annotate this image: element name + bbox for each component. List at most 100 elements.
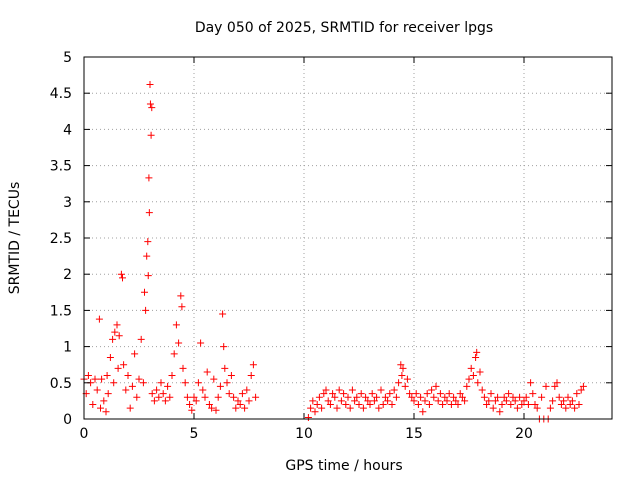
data-point bbox=[381, 393, 389, 401]
data-point bbox=[417, 393, 425, 401]
data-point bbox=[236, 401, 244, 409]
data-point bbox=[166, 393, 174, 401]
data-point bbox=[366, 401, 374, 409]
data-point bbox=[161, 397, 169, 405]
data-point bbox=[102, 408, 110, 416]
data-point bbox=[159, 390, 167, 398]
data-point bbox=[304, 414, 312, 422]
data-point bbox=[454, 401, 462, 409]
data-point bbox=[439, 401, 447, 409]
data-point bbox=[513, 404, 521, 412]
data-point bbox=[351, 397, 359, 405]
data-point bbox=[232, 404, 240, 412]
data-point bbox=[441, 393, 449, 401]
data-point bbox=[91, 375, 99, 383]
data-point bbox=[119, 274, 126, 282]
data-point bbox=[146, 81, 154, 89]
data-point bbox=[145, 209, 153, 217]
data-point bbox=[401, 382, 409, 390]
data-point bbox=[430, 393, 438, 401]
data-point bbox=[120, 361, 128, 369]
data-point bbox=[529, 390, 537, 398]
data-point bbox=[111, 328, 119, 336]
y-tick-label: 4.5 bbox=[50, 86, 72, 102]
data-point bbox=[322, 386, 330, 394]
data-point bbox=[362, 393, 370, 401]
data-point bbox=[384, 397, 392, 405]
data-point bbox=[183, 393, 191, 401]
data-point bbox=[326, 401, 334, 409]
data-point bbox=[212, 406, 220, 414]
data-point bbox=[227, 372, 235, 380]
data-point bbox=[436, 390, 444, 398]
data-point bbox=[520, 397, 528, 405]
data-point bbox=[340, 390, 348, 398]
data-point bbox=[516, 393, 524, 401]
data-point bbox=[557, 401, 565, 409]
data-point bbox=[103, 372, 111, 380]
data-point bbox=[480, 393, 488, 401]
data-point bbox=[388, 401, 396, 409]
data-point bbox=[522, 393, 530, 401]
data-point bbox=[247, 372, 255, 380]
data-point bbox=[109, 335, 117, 343]
data-point bbox=[555, 393, 563, 401]
data-point bbox=[478, 386, 486, 394]
data-point bbox=[84, 372, 92, 380]
data-point bbox=[476, 368, 484, 376]
data-point bbox=[533, 404, 541, 412]
data-point bbox=[190, 393, 198, 401]
data-point bbox=[531, 401, 539, 409]
data-point bbox=[551, 382, 559, 390]
data-point bbox=[390, 386, 398, 394]
data-point bbox=[348, 386, 356, 394]
data-point bbox=[392, 393, 400, 401]
data-point bbox=[197, 339, 205, 347]
data-point bbox=[133, 393, 141, 401]
y-tick-label: 0 bbox=[63, 412, 72, 428]
data-point bbox=[147, 131, 155, 139]
data-point bbox=[353, 393, 361, 401]
data-point bbox=[139, 379, 147, 387]
data-point bbox=[483, 401, 491, 409]
data-point bbox=[408, 393, 416, 401]
data-point bbox=[571, 404, 579, 412]
data-point bbox=[498, 401, 506, 409]
data-point bbox=[225, 390, 233, 398]
data-point bbox=[210, 375, 218, 383]
data-point bbox=[331, 393, 339, 401]
data-point bbox=[445, 390, 453, 398]
data-point bbox=[463, 382, 471, 390]
data-point bbox=[157, 379, 165, 387]
data-point bbox=[518, 401, 526, 409]
data-point bbox=[170, 350, 178, 358]
data-point bbox=[502, 397, 510, 405]
x-tick-label: 15 bbox=[405, 426, 423, 442]
data-point bbox=[135, 375, 143, 383]
data-point bbox=[566, 401, 574, 409]
y-tick-label: 1.5 bbox=[50, 303, 72, 319]
data-point bbox=[491, 397, 499, 405]
data-point bbox=[221, 364, 229, 372]
data-point bbox=[214, 393, 222, 401]
data-point bbox=[553, 379, 561, 387]
data-point bbox=[333, 404, 341, 412]
data-point bbox=[155, 393, 163, 401]
data-point bbox=[373, 393, 381, 401]
data-point bbox=[95, 315, 103, 323]
data-point bbox=[368, 390, 376, 398]
data-point bbox=[568, 397, 576, 405]
data-point bbox=[419, 408, 427, 416]
data-point bbox=[309, 397, 317, 405]
data-point bbox=[144, 238, 152, 246]
data-point bbox=[329, 390, 337, 398]
data-point bbox=[406, 390, 414, 398]
data-point bbox=[562, 404, 570, 412]
data-point bbox=[192, 397, 200, 405]
data-point bbox=[485, 397, 493, 405]
data-point bbox=[126, 404, 134, 412]
data-point bbox=[146, 100, 154, 108]
data-point bbox=[432, 382, 440, 390]
